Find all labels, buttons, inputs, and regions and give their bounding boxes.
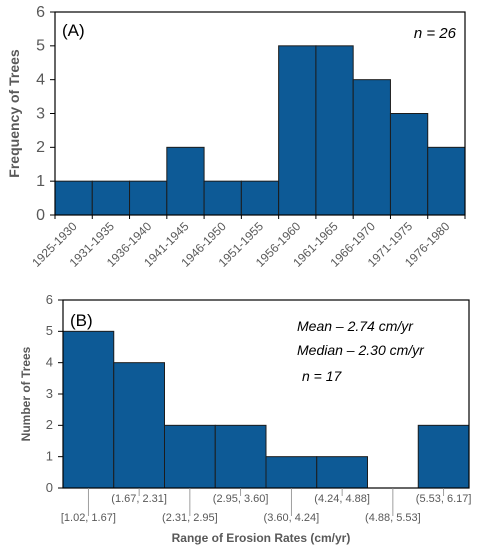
panel-b-label: (B)	[70, 311, 93, 330]
panel-b-bar	[164, 424, 216, 489]
panel-b-annotation: Mean – 2.74 cm/yr	[297, 318, 414, 334]
panel-b-x-tick-label: (5.53, 6.17]	[416, 493, 472, 505]
panel-a-label: (A)	[62, 21, 85, 40]
panel-b-annotation: Median – 2.30 cm/yr	[297, 342, 425, 358]
panel-a-y-tick-label: 3	[36, 105, 45, 122]
panel-a-annotation: n = 26	[414, 25, 457, 42]
panel-b-y-axis-title: Number of Trees	[19, 346, 33, 441]
panel-b-x-tick-label: (1.67, 2.31]	[111, 493, 167, 505]
panel-a-y-tick-label: 0	[36, 207, 45, 224]
panel-a-y-tick-label: 5	[36, 38, 45, 55]
panel-b-y-tick-label: 4	[46, 355, 53, 370]
panel-b-x-tick-label: (4.88, 5.53]	[365, 512, 421, 524]
panel-a-bar	[278, 45, 317, 216]
panel-a-bar	[427, 146, 466, 216]
panel-b-bar	[316, 456, 368, 489]
panel-a-y-tick-label: 2	[36, 139, 45, 156]
panel-a-bar	[203, 180, 242, 216]
panel-b-y-tick-label: 0	[46, 480, 53, 495]
panel-b-bar	[265, 456, 318, 489]
panel-a-bar	[389, 113, 429, 216]
panel-a-y-axis-title: Frequency of Trees	[6, 49, 22, 178]
panel-b-y-tick-label: 2	[46, 417, 53, 432]
panel-a-bar	[352, 79, 391, 216]
panel-a-bar	[91, 180, 131, 216]
panel-b-x-tick-label: (2.31, 2.95]	[162, 512, 218, 524]
panel-b-bar	[214, 424, 267, 489]
panel-b-x-tick-label: (4.24, 4.88]	[314, 493, 370, 505]
panel-b-bar	[113, 362, 165, 489]
panel-b-annotation: n = 17	[302, 368, 343, 384]
panel-a-bar	[166, 146, 205, 216]
panel-b-x-axis-title: Range of Erosion Rates (cm/yr)	[172, 531, 351, 545]
panel-a-bar	[129, 180, 168, 216]
panel-b-bar	[62, 330, 115, 489]
panel-b-x-tick-label: (3.60, 4.24]	[264, 512, 320, 524]
panel-b-bar	[417, 424, 470, 489]
panel-a-y-tick-label: 1	[36, 173, 45, 190]
panel-b-x-tick-label: [1.02, 1.67]	[61, 512, 116, 524]
panel-b-y-tick-label: 5	[46, 323, 53, 338]
panel-b-y-tick-label: 1	[46, 449, 53, 464]
panel-a-y-tick-label: 4	[36, 72, 45, 89]
panel-a-bar	[240, 180, 280, 216]
panel-a-bar	[54, 180, 93, 216]
panel-a-bar	[315, 45, 354, 216]
panel-b-x-tick-label: (2.95, 3.60]	[213, 493, 269, 505]
panel-a-y-tick-label: 6	[36, 4, 45, 21]
panel-b-y-tick-label: 6	[46, 292, 53, 307]
panel-b-y-tick-label: 3	[46, 386, 53, 401]
